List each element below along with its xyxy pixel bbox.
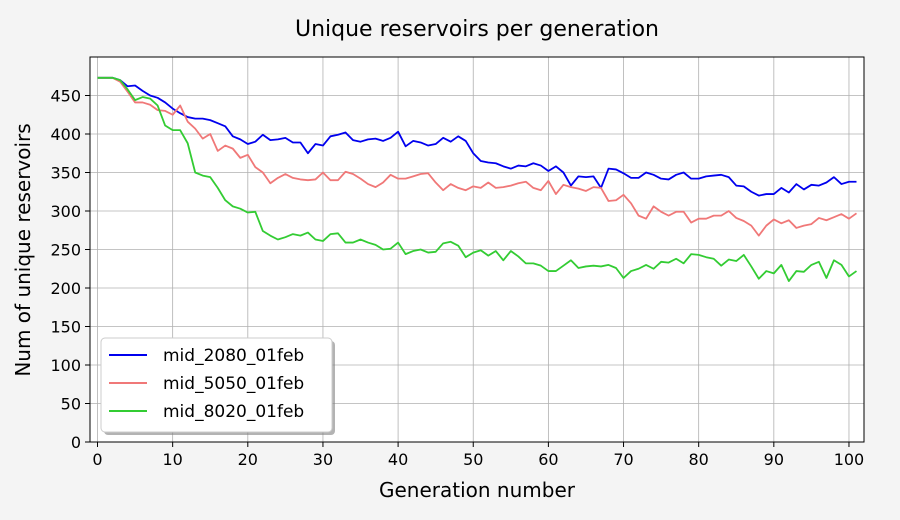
y-tick-label: 400 <box>50 125 81 144</box>
y-tick-label: 200 <box>50 279 81 298</box>
y-tick-label: 150 <box>50 318 81 337</box>
y-tick-label: 0 <box>71 433 81 452</box>
x-tick-label: 70 <box>613 450 633 469</box>
x-tick-label: 90 <box>764 450 784 469</box>
x-tick-label: 20 <box>238 450 258 469</box>
x-tick-label: 10 <box>162 450 182 469</box>
series-line-2 <box>97 76 858 237</box>
x-axis-label: Generation number <box>379 478 576 502</box>
x-tick-label: 80 <box>688 450 708 469</box>
y-tick-label: 450 <box>50 87 81 106</box>
y-axis-label: Num of unique reservoirs <box>11 123 35 376</box>
series-line-1 <box>97 76 857 197</box>
y-tick-label: 50 <box>61 395 81 414</box>
series-layer <box>97 76 858 282</box>
y-tick-label: 100 <box>50 356 81 375</box>
legend: mid_2080_01feb mid_5050_01feb mid_8020_01f… <box>100 337 335 435</box>
series-line-3 <box>97 76 858 282</box>
x-tick-label: 40 <box>388 450 408 469</box>
legend-label: mid_5050_01feb <box>163 374 304 394</box>
chart-title: Unique reservoirs per generation <box>295 17 659 42</box>
x-tick-label: 30 <box>313 450 333 469</box>
y-tick-label: 300 <box>50 202 81 221</box>
x-tick-label: 50 <box>463 450 483 469</box>
y-tick-label: 350 <box>50 164 81 183</box>
legend-box <box>100 337 333 433</box>
y-tick-label: 250 <box>50 241 81 260</box>
x-tick-label: 0 <box>92 450 102 469</box>
legend-label: mid_2080_01feb <box>163 346 304 366</box>
x-tick-label: 100 <box>834 450 865 469</box>
x-tick-label: 60 <box>538 450 558 469</box>
ticks: 0 10 20 30 40 50 60 70 80 90 100 0 50 100 150 200 250 300… <box>50 87 864 470</box>
legend-label: mid_8020_01feb <box>163 402 304 422</box>
grid <box>90 57 864 443</box>
